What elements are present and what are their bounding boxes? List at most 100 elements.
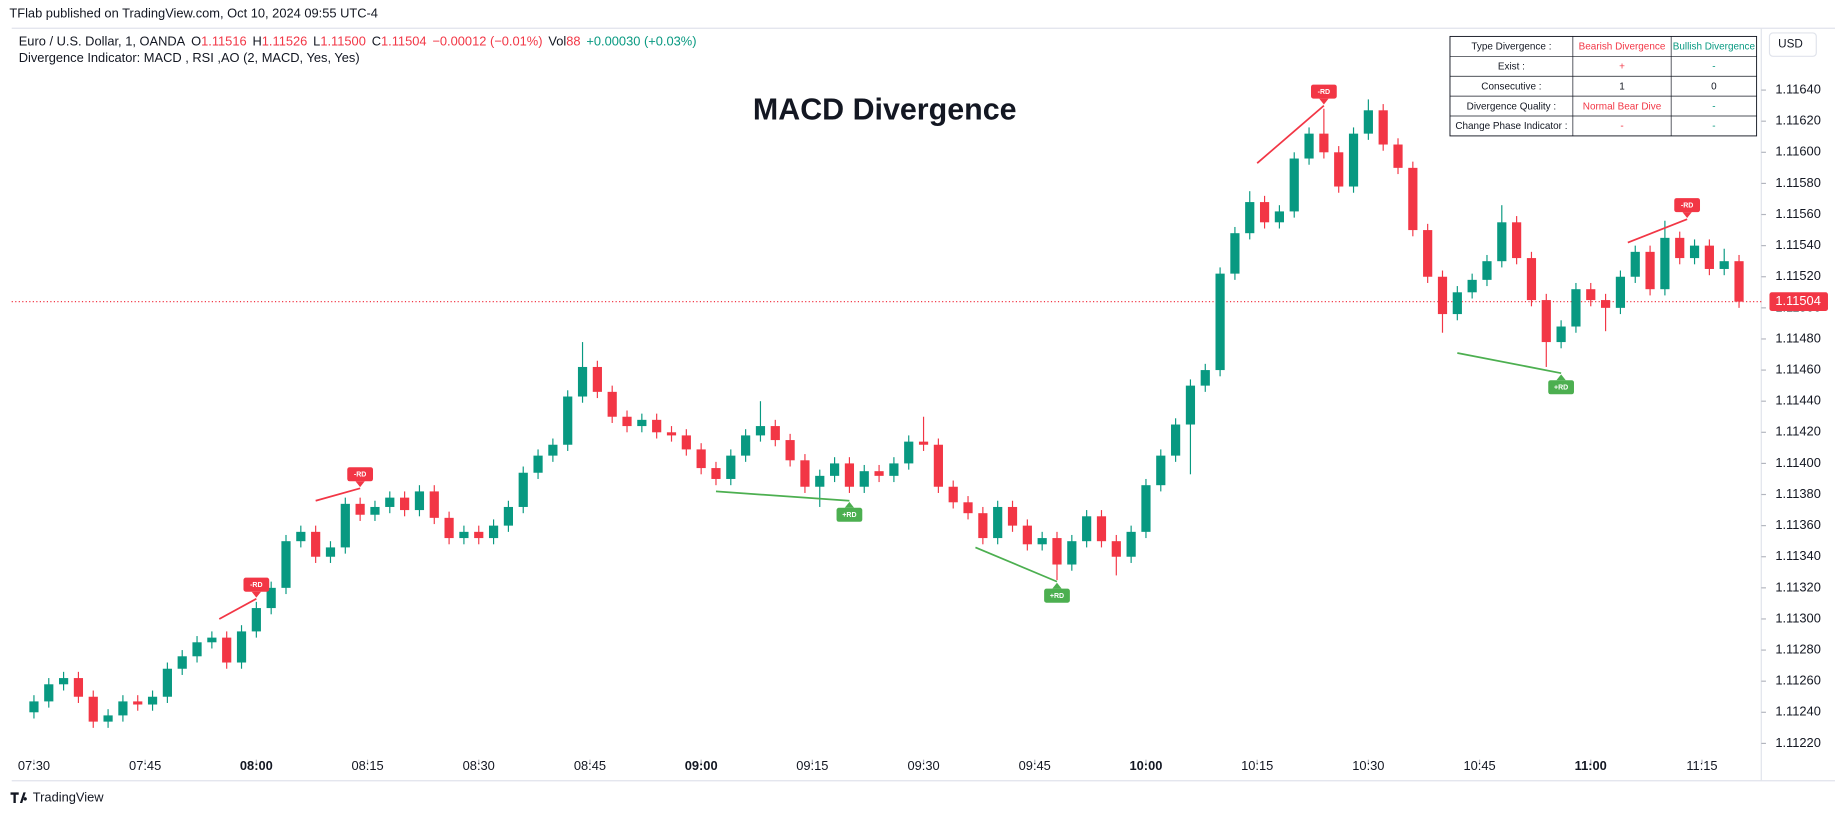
legend-item: 1.11516 [201, 34, 247, 49]
indicator-legend: Divergence Indicator: MACD , RSI ,AO (2,… [19, 50, 360, 65]
divergence-line [1457, 352, 1562, 375]
candle-body [1423, 230, 1433, 277]
candle-body [1111, 541, 1121, 557]
candle-body [592, 366, 602, 392]
y-tick-label: 1.11620 [1775, 113, 1821, 128]
candle-body [948, 486, 958, 503]
divergence-label: -RD [250, 582, 262, 589]
candle-body [1007, 506, 1018, 526]
candle-body [1630, 251, 1640, 277]
candle-body [1556, 326, 1566, 343]
candle-body [563, 396, 573, 445]
candle-body [296, 531, 306, 542]
y-tick-label: 1.11640 [1775, 81, 1821, 96]
y-tick-label: 1.11240 [1775, 704, 1821, 719]
candle-body [1141, 485, 1151, 532]
table-cell: Normal Bear Dive [1583, 101, 1662, 112]
divergence-pointer [1052, 582, 1062, 589]
legend-item: L [313, 34, 320, 49]
candle-body [414, 491, 425, 511]
y-tick-label: 1.11360 [1775, 517, 1821, 532]
candle-body [444, 517, 454, 539]
currency[interactable]: USD [1778, 38, 1803, 51]
candle-body [874, 471, 884, 476]
legend-item: 1.11500 [320, 34, 366, 49]
y-tick-label: 1.11600 [1775, 144, 1821, 159]
candle-body [904, 441, 914, 464]
divergence-badge [347, 467, 374, 482]
divergence-pointer [1319, 98, 1329, 105]
candle-body [385, 497, 395, 507]
legend-item: C [372, 34, 381, 49]
candle-body [770, 426, 780, 441]
candle-body [622, 416, 632, 427]
candle-body [518, 472, 528, 507]
x-tick-label: 09:30 [907, 758, 939, 773]
candle-body [993, 506, 1003, 539]
candle-body [177, 656, 187, 669]
legend-item: O [191, 34, 201, 49]
candle-body [1289, 158, 1299, 212]
candle-body [311, 531, 321, 557]
legend-item: 88 [566, 34, 580, 49]
candle-body [815, 475, 825, 487]
candle-body [1245, 202, 1255, 234]
logo-icon [10, 792, 27, 803]
candle-body [1348, 133, 1359, 187]
x-tick-label: 10:00 [1130, 758, 1163, 773]
table-cell: Bearish Divergence [1579, 42, 1666, 53]
candle-body [548, 444, 558, 456]
candle-body [637, 419, 647, 427]
divergence-badge [243, 577, 270, 592]
candle-body [1526, 258, 1537, 301]
divergence-line [218, 597, 257, 620]
legend-item: Euro / U.S. Dollar, 1, OANDA [19, 34, 186, 49]
currency-button[interactable] [1768, 32, 1817, 57]
candle-body [696, 449, 706, 469]
divergence-line [1256, 104, 1325, 164]
table-cell: Type Divergence : [1471, 42, 1551, 53]
candle-body [1126, 531, 1136, 557]
candle-body [222, 637, 232, 663]
x-tick-label: 10:30 [1352, 758, 1384, 773]
candle-body [577, 366, 588, 397]
divergence-label: +RD [1554, 385, 1568, 392]
table-cell: Consecutive : [1481, 81, 1541, 92]
divergence-line [975, 546, 1058, 583]
candle-body [1393, 144, 1403, 168]
publisher: TFlab published on TradingView.com, Oct … [9, 6, 378, 21]
candle-body [1600, 300, 1611, 308]
legend-item: H [252, 34, 261, 49]
x-tick-label: 08:00 [240, 758, 273, 773]
candle-body [963, 502, 973, 514]
candle-body [251, 608, 261, 632]
candle-body [666, 432, 677, 436]
divergence-badge [1311, 84, 1337, 99]
candle-body [918, 441, 929, 445]
divergence-pointer [1682, 212, 1692, 219]
divergence-label: +RD [842, 512, 856, 519]
candle-body [503, 506, 513, 526]
candle-body [1304, 133, 1314, 159]
candle-body [400, 497, 410, 511]
candle-body [741, 435, 751, 456]
candle-body [340, 503, 350, 548]
table-cell: Exist : [1498, 61, 1525, 72]
y-tick-label: 1.11300 [1775, 610, 1821, 625]
divergence-label: +RD [1050, 593, 1064, 600]
table-cell: 0 [1711, 81, 1717, 92]
candle-body [1660, 237, 1670, 290]
x-tick-label: 09:45 [1019, 758, 1051, 773]
candle-body [162, 668, 172, 697]
legend-item: Vol [548, 34, 566, 49]
candle-body [1156, 455, 1166, 486]
candle-body [88, 696, 98, 722]
candle-body [726, 455, 736, 479]
table-cell: - [1712, 101, 1715, 112]
candle-body [844, 463, 855, 487]
candle-body [133, 701, 143, 705]
candle-body [236, 631, 247, 663]
candle-body [1497, 222, 1507, 262]
x-tick-label: 08:45 [574, 758, 606, 773]
divergence-line [1627, 218, 1688, 244]
